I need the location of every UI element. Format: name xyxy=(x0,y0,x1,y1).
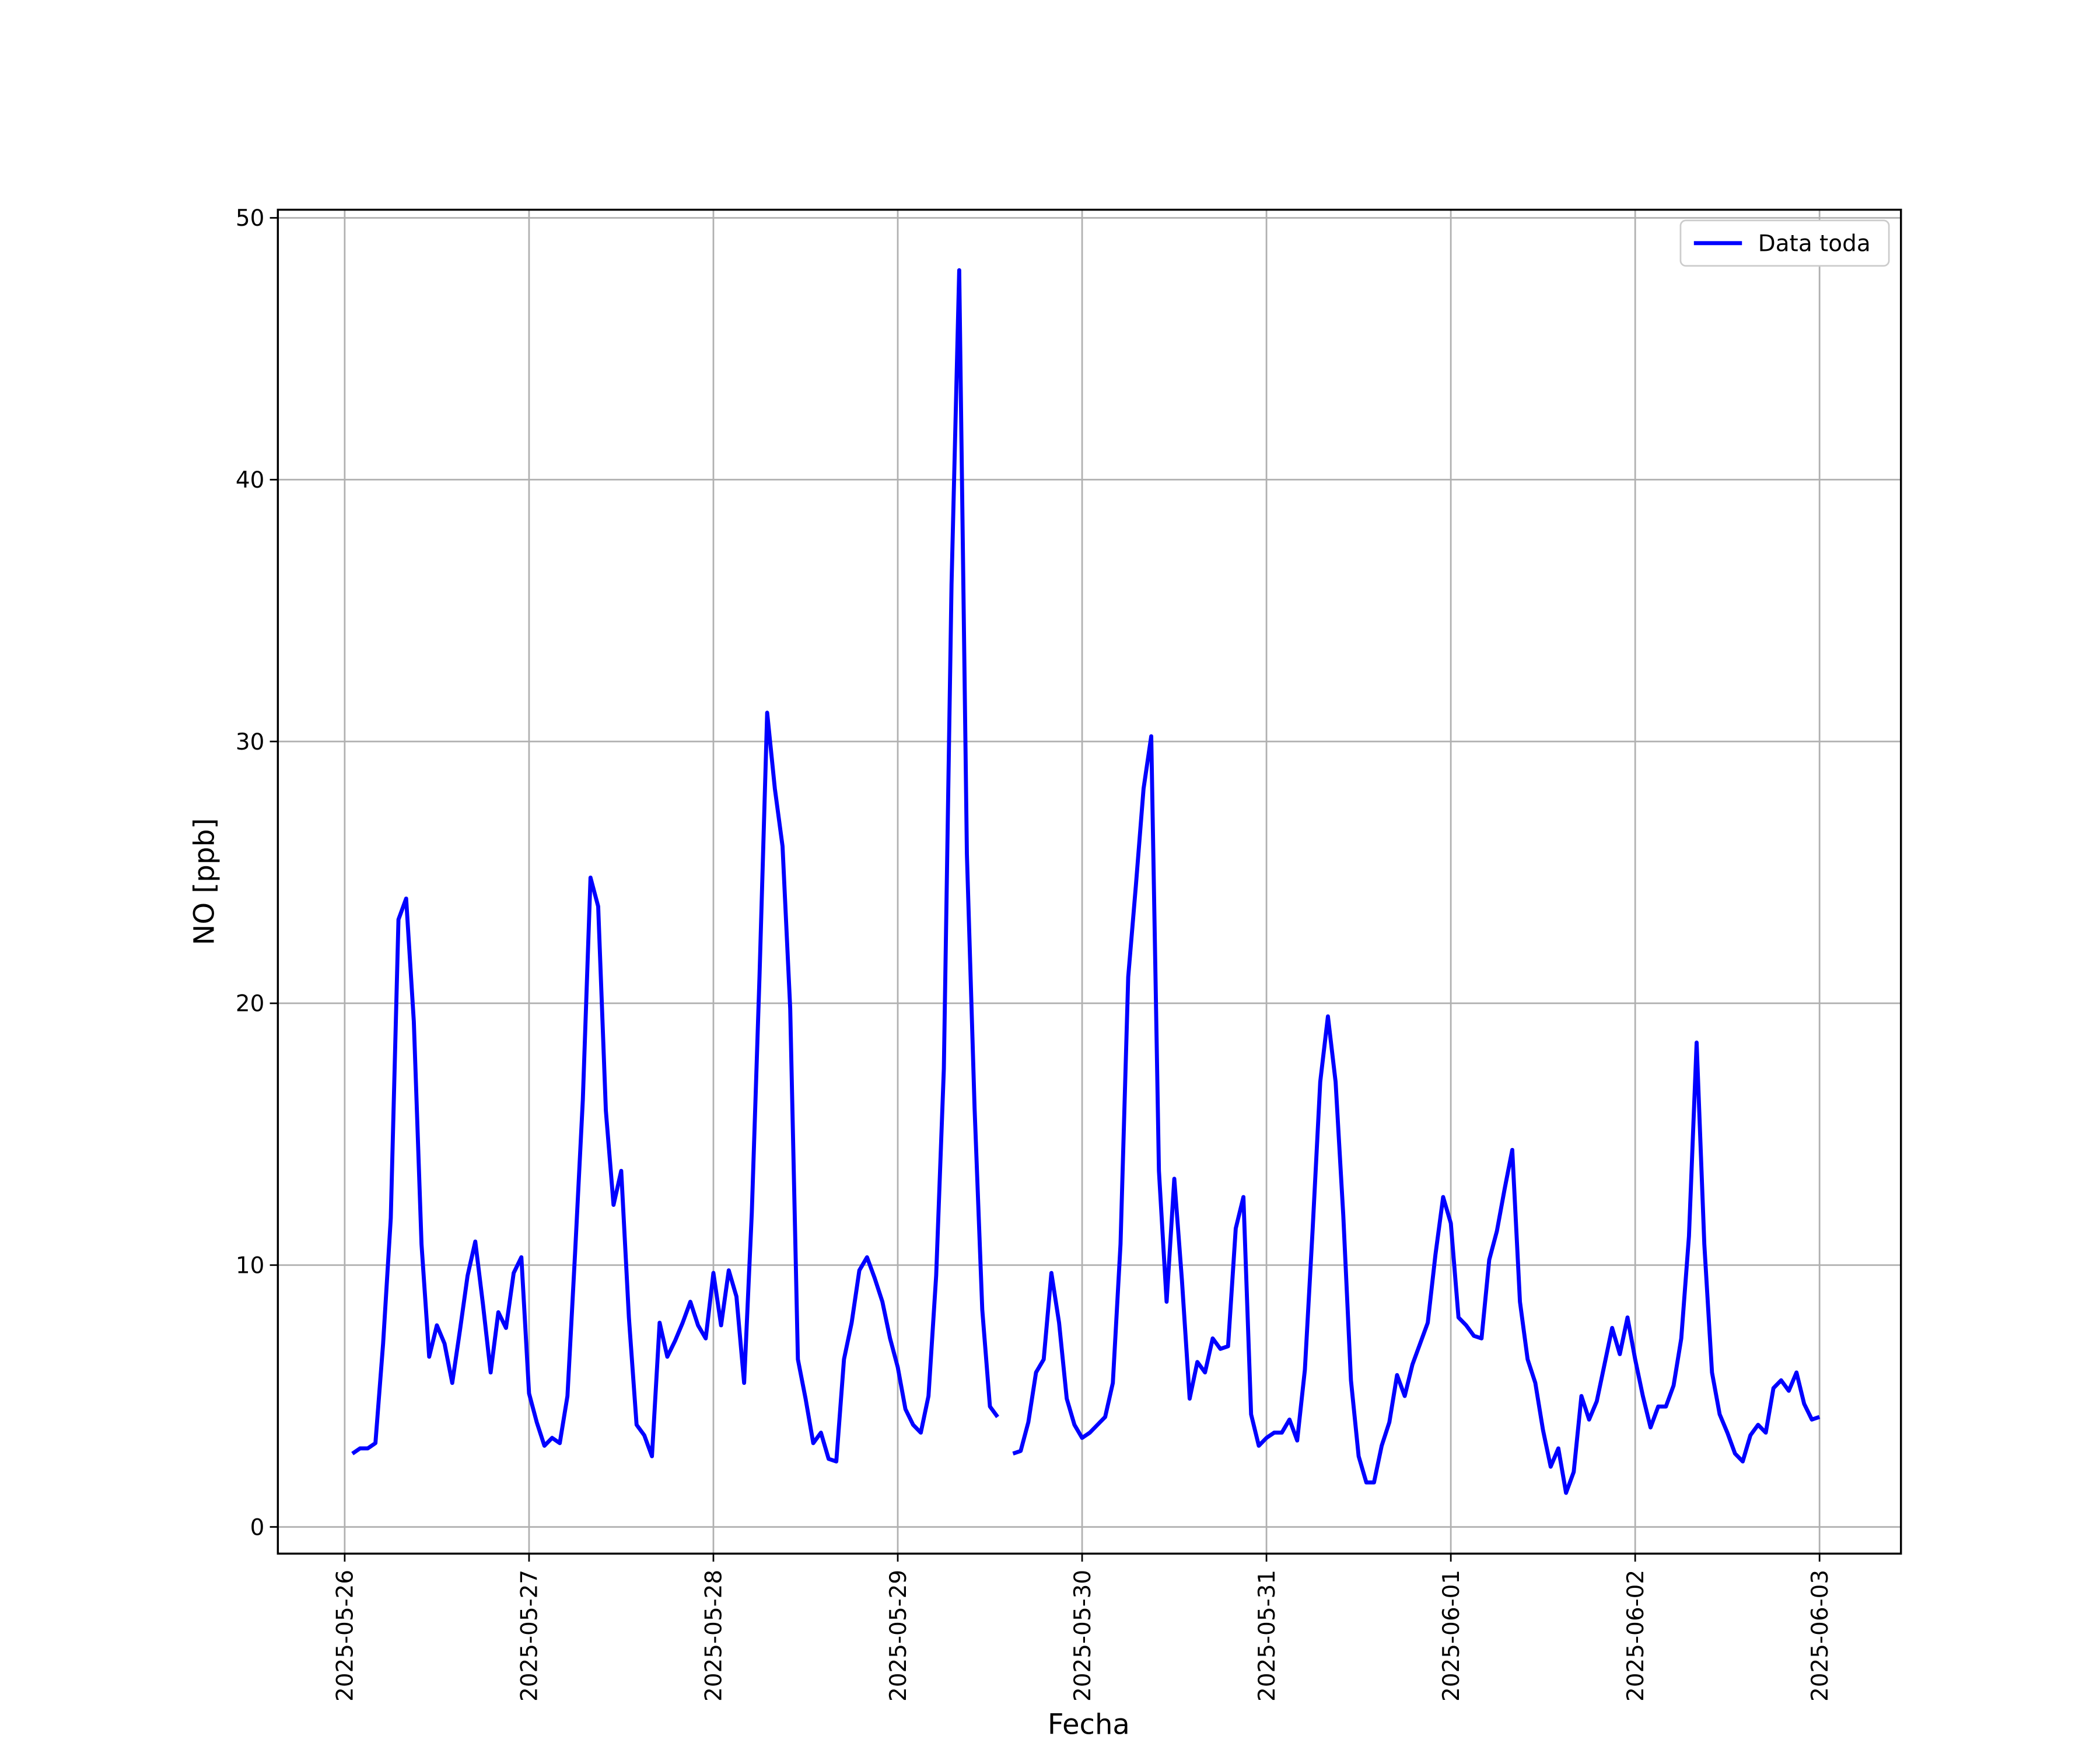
y-tick-label: 50 xyxy=(236,205,265,232)
legend: Data toda xyxy=(1679,219,1890,267)
y-tick-label: 30 xyxy=(236,729,265,755)
x-tick-label: 2025-06-01 xyxy=(1438,1570,1465,1702)
x-tick-label: 2025-05-27 xyxy=(517,1570,543,1702)
y-tick-label: 40 xyxy=(236,467,265,494)
legend-label: Data toda xyxy=(1758,231,1871,257)
legend-box xyxy=(1679,219,1890,267)
y-tick-label: 20 xyxy=(236,991,265,1017)
plot-frame xyxy=(276,208,1902,1555)
y-tick-label: 0 xyxy=(250,1514,265,1541)
x-tick-label: 2025-05-28 xyxy=(701,1570,727,1702)
x-tick-label: 2025-06-02 xyxy=(1623,1570,1649,1702)
y-axis-label: NO [ppb] xyxy=(188,818,220,945)
x-tick-label: 2025-05-29 xyxy=(886,1570,912,1702)
x-tick-label: 2025-05-31 xyxy=(1254,1570,1280,1702)
x-tick-label: 2025-06-03 xyxy=(1807,1570,1833,1702)
x-tick-label: 2025-05-26 xyxy=(332,1570,359,1702)
y-tick-label: 10 xyxy=(236,1252,265,1279)
x-axis-label: Fecha xyxy=(1048,1709,1130,1741)
data-line xyxy=(1012,734,1821,1495)
x-tick-label: 2025-05-30 xyxy=(1070,1570,1096,1702)
data-line xyxy=(351,268,999,1464)
